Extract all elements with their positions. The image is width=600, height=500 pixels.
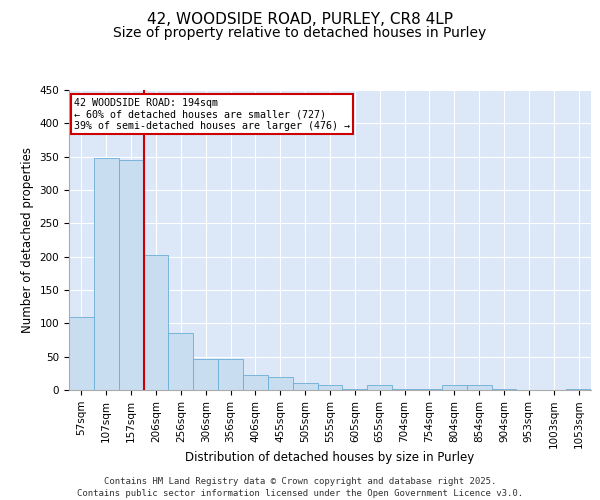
Text: 42, WOODSIDE ROAD, PURLEY, CR8 4LP: 42, WOODSIDE ROAD, PURLEY, CR8 4LP	[147, 12, 453, 28]
Bar	[243, 376, 268, 390]
Bar	[94, 158, 119, 390]
Y-axis label: Number of detached properties: Number of detached properties	[21, 147, 34, 333]
X-axis label: Distribution of detached houses by size in Purley: Distribution of detached houses by size …	[185, 451, 475, 464]
Bar	[143, 254, 169, 390]
Bar	[119, 160, 143, 390]
Bar	[268, 376, 293, 390]
Bar	[69, 316, 94, 390]
Bar	[566, 388, 591, 390]
Bar	[367, 386, 392, 390]
Bar	[317, 386, 343, 390]
Bar	[467, 386, 491, 390]
Bar	[442, 384, 467, 390]
Bar	[218, 360, 243, 390]
Text: Contains HM Land Registry data © Crown copyright and database right 2025.
Contai: Contains HM Land Registry data © Crown c…	[77, 476, 523, 498]
Bar	[193, 360, 218, 390]
Text: Size of property relative to detached houses in Purley: Size of property relative to detached ho…	[113, 26, 487, 40]
Bar	[293, 384, 317, 390]
Text: 42 WOODSIDE ROAD: 194sqm
← 60% of detached houses are smaller (727)
39% of semi-: 42 WOODSIDE ROAD: 194sqm ← 60% of detach…	[74, 98, 350, 130]
Bar	[169, 334, 193, 390]
